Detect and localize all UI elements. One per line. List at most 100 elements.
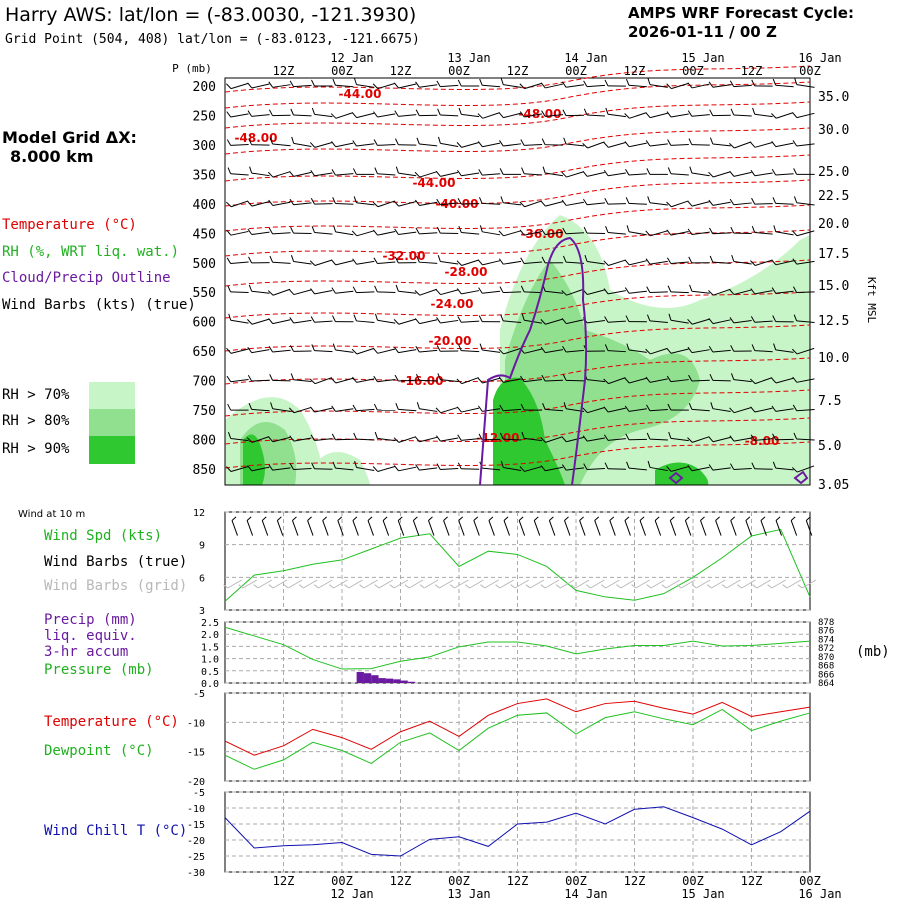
wind-barb-shaft: [398, 436, 417, 443]
wind-barb-shaft: [796, 465, 815, 473]
barb-shaft: [393, 579, 409, 589]
rh70-swatch: [89, 382, 135, 409]
wind-barb-shaft: [629, 377, 647, 384]
temperature-contour: [224, 259, 811, 287]
wind-barb-shaft: [691, 144, 710, 146]
wind-barb: [624, 377, 647, 384]
precip-bar: [378, 678, 386, 683]
wind-barb: [668, 431, 689, 442]
chill-y-tick: -20: [187, 836, 205, 847]
wind-barb-feather: [247, 228, 253, 235]
wind-barb-feather: [437, 136, 441, 144]
wind-barb: [561, 288, 584, 296]
wind-barb: [604, 79, 626, 87]
wind-barb: [772, 78, 794, 88]
wind-barb-feather: [479, 343, 483, 351]
wind-barb-shaft: [733, 379, 752, 383]
wind-barb-shaft: [272, 201, 291, 206]
wind-barb-feather: [791, 467, 798, 473]
wind-barb: [794, 78, 815, 88]
barb-shaft: [231, 520, 238, 536]
wind-barb-feather: [541, 374, 546, 382]
wind-barb-shaft: [377, 200, 396, 208]
wind-barb-shaft: [377, 261, 396, 265]
wind-barb: [645, 258, 668, 265]
wind-barb-true: [443, 516, 450, 536]
wind-barb: [351, 112, 375, 119]
precip-bar: [371, 675, 379, 683]
barb-feather: [268, 584, 274, 589]
wind-barb-shaft: [712, 349, 731, 353]
wind-barb: [414, 436, 438, 443]
barb-shaft: [680, 579, 696, 589]
wind-barb: [603, 259, 626, 266]
wind-barb-feather: [772, 78, 777, 86]
wind-barb: [289, 317, 312, 324]
wind-barb-feather: [352, 376, 357, 383]
barb-feather: [367, 516, 373, 521]
wind-barb-grid: [495, 579, 514, 589]
wind-barb-shaft: [440, 289, 459, 296]
wind-barb: [226, 82, 249, 90]
wind-barb-feather: [687, 228, 693, 235]
wind-barb: [248, 256, 270, 264]
wind-barb-shaft: [650, 230, 668, 237]
wind-barb: [771, 259, 794, 266]
wind-barb-feather: [519, 229, 525, 236]
wind-barb-true: [790, 516, 798, 536]
wind-barb-feather: [520, 375, 525, 382]
wind-barb-shaft: [545, 379, 564, 382]
wind-barb-shaft: [482, 290, 501, 294]
wind-barb: [268, 81, 291, 88]
wind-barb-shaft: [733, 84, 752, 88]
wind-barb-shaft: [356, 230, 375, 237]
wind-barb-feather: [603, 434, 609, 441]
wind-barb: [478, 287, 501, 294]
wind-barb: [479, 225, 501, 236]
wind-barb-feather: [603, 378, 609, 384]
wind-barb: [457, 197, 480, 205]
chill-y-tick: -15: [187, 820, 205, 831]
barb-feather: [518, 516, 524, 521]
barb-shaft: [756, 579, 771, 589]
barb-feather: [419, 584, 425, 589]
wind-barb-feather: [792, 376, 798, 383]
wind-barb-shaft: [670, 319, 689, 324]
wind-barb: [625, 78, 647, 88]
wind-barb-feather: [331, 287, 336, 294]
wind-barb-shaft: [608, 290, 626, 295]
wind-barb: [332, 197, 354, 205]
wind-barb-feather: [414, 436, 420, 443]
wind-barb: [477, 377, 500, 384]
wind-barb-feather: [624, 377, 630, 384]
wind-barb-true: [337, 516, 344, 536]
wind-barb: [457, 316, 480, 323]
wind-barb-feather: [603, 169, 609, 177]
wind-barb: [352, 286, 375, 294]
wind-speed-line: [224, 528, 811, 602]
wind-barb-feather: [731, 254, 735, 262]
wind-barb-feather: [771, 259, 777, 266]
wind-barb-shaft: [650, 112, 668, 119]
wind-barb-feather: [247, 200, 253, 207]
wind-barb-feather: [521, 431, 525, 439]
wind-barb: [456, 377, 479, 385]
wind-barb-feather: [668, 313, 672, 321]
rh90-region: [243, 434, 265, 485]
barb-feather: [654, 516, 660, 521]
wind-barb-feather: [247, 374, 253, 382]
wind-barb-feather: [708, 199, 714, 206]
legend-wind-barbs: Wind Barbs (kts) (true): [2, 297, 196, 313]
wind-barb: [352, 376, 375, 383]
precip-bar: [393, 679, 401, 683]
wind-barb-shaft: [272, 379, 291, 382]
wind-barb: [500, 196, 522, 206]
wind-barb-shaft: [314, 438, 333, 441]
kft-tick: 10.0: [818, 351, 849, 366]
wind-barb: [666, 229, 689, 236]
wind-barb: [561, 171, 584, 178]
barb-feather: [292, 516, 297, 521]
precip-bar: [363, 673, 372, 683]
wind-barb: [290, 108, 312, 117]
wind-barb-feather: [414, 290, 421, 296]
